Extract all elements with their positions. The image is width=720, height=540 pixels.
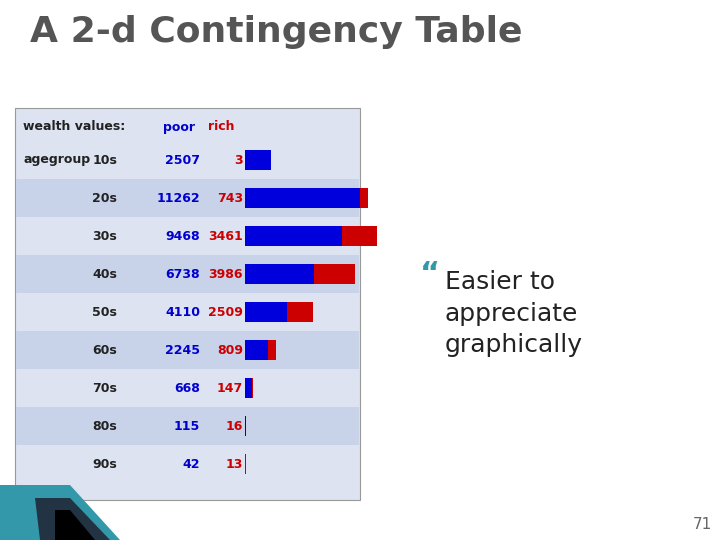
Text: “: “ (420, 260, 440, 289)
Text: 9468: 9468 (166, 230, 200, 242)
Text: 80s: 80s (92, 420, 117, 433)
Bar (287, 302, 312, 322)
Text: agegroup: agegroup (23, 153, 90, 166)
Text: 20s: 20s (92, 192, 117, 205)
Text: 42: 42 (182, 457, 200, 470)
Bar (342, 226, 377, 246)
Text: 40s: 40s (92, 267, 117, 280)
Text: 6738: 6738 (166, 267, 200, 280)
Text: 3: 3 (235, 153, 243, 166)
FancyBboxPatch shape (16, 331, 359, 369)
Text: 71: 71 (693, 517, 712, 532)
Text: 50s: 50s (92, 306, 117, 319)
Bar (245, 416, 246, 436)
Text: 70s: 70s (92, 381, 117, 395)
FancyBboxPatch shape (16, 179, 359, 217)
Text: Easier to
appreciate
graphically: Easier to appreciate graphically (445, 270, 583, 357)
Text: rich: rich (208, 120, 235, 133)
Bar (245, 340, 268, 360)
Bar (360, 188, 368, 208)
Text: A 2-d Contingency Table: A 2-d Contingency Table (30, 15, 523, 49)
Text: 147: 147 (217, 381, 243, 395)
Text: poor: poor (163, 120, 195, 133)
Text: 11262: 11262 (156, 192, 200, 205)
Bar (252, 378, 253, 398)
Text: 13: 13 (225, 457, 243, 470)
Bar (314, 264, 354, 284)
FancyBboxPatch shape (16, 407, 359, 445)
Bar (245, 188, 360, 208)
Polygon shape (35, 498, 110, 540)
Bar (245, 302, 287, 322)
Text: 2509: 2509 (208, 306, 243, 319)
Text: 16: 16 (225, 420, 243, 433)
Text: 668: 668 (174, 381, 200, 395)
Bar (245, 150, 271, 170)
Text: 743: 743 (217, 192, 243, 205)
Bar (268, 340, 276, 360)
Text: 2507: 2507 (165, 153, 200, 166)
Polygon shape (55, 510, 95, 540)
Text: 2245: 2245 (165, 343, 200, 356)
Text: 90s: 90s (92, 457, 117, 470)
Text: 809: 809 (217, 343, 243, 356)
FancyBboxPatch shape (15, 108, 360, 500)
FancyBboxPatch shape (16, 255, 359, 293)
Text: 4110: 4110 (165, 306, 200, 319)
Polygon shape (0, 485, 120, 540)
Text: 115: 115 (174, 420, 200, 433)
Text: 30s: 30s (92, 230, 117, 242)
Text: 3461: 3461 (208, 230, 243, 242)
Bar (245, 226, 342, 246)
Bar (245, 264, 314, 284)
Text: 3986: 3986 (209, 267, 243, 280)
Bar (245, 378, 252, 398)
Text: 60s: 60s (92, 343, 117, 356)
Text: 10s: 10s (92, 153, 117, 166)
Text: wealth values:: wealth values: (23, 120, 125, 133)
